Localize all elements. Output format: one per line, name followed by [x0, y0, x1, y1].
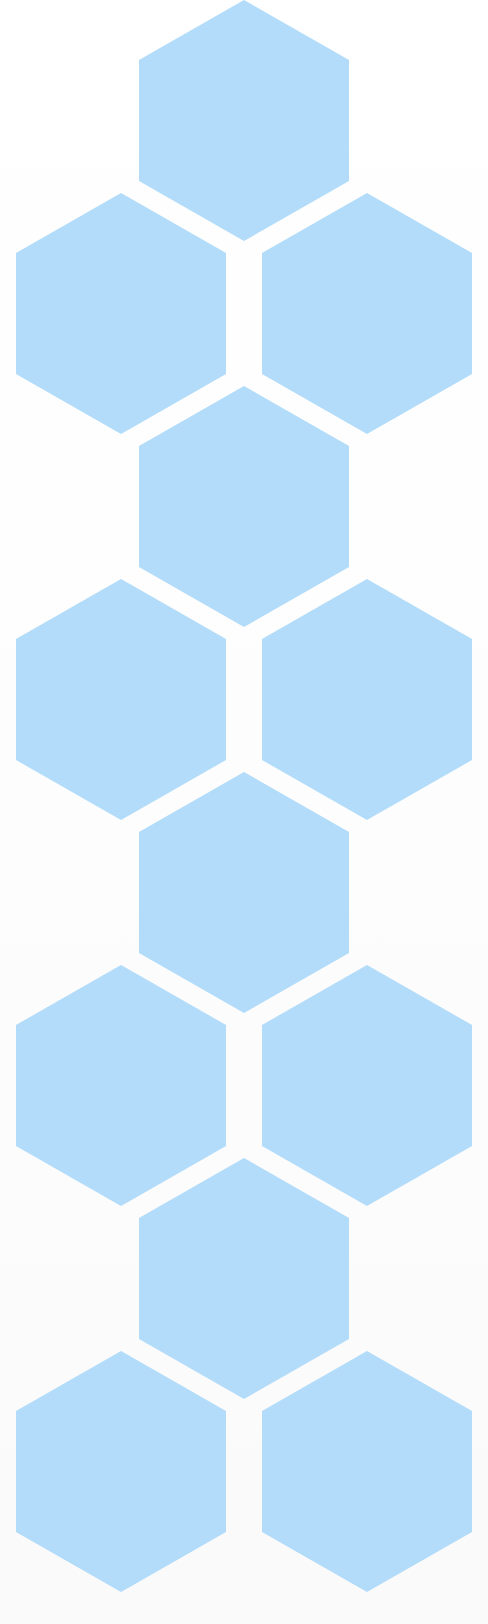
hexagon-tile [16, 579, 226, 820]
hexagon-tile [139, 386, 349, 627]
hexagon-tile [262, 579, 472, 820]
hexagon-tile [139, 0, 349, 241]
hexagon-tile [262, 1351, 472, 1592]
hexagon-tile [262, 193, 472, 434]
hexagon-tile [16, 965, 226, 1206]
hexagon-tile [16, 1351, 226, 1592]
hexagon-tile [139, 1158, 349, 1399]
hexagon-tile [139, 772, 349, 1013]
hexagon-tile [262, 965, 472, 1206]
hexagon-tile [16, 193, 226, 434]
